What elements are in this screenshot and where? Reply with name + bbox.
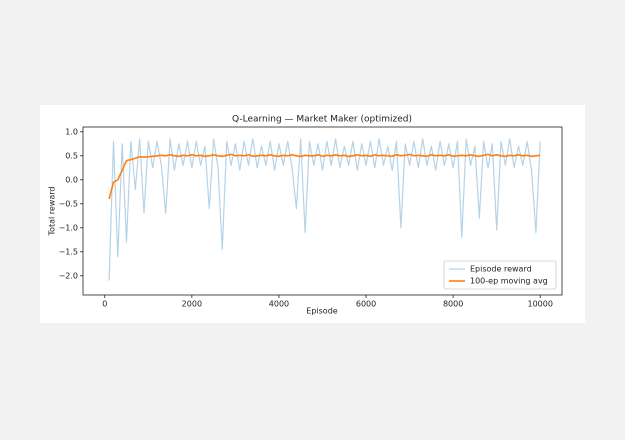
legend-box [443, 260, 557, 290]
legend-label: 100-ep moving avg [470, 277, 548, 286]
legend-label: Episode reward [470, 265, 532, 274]
x-tick-label: 2000 [182, 300, 202, 309]
chart-title: Q-Learning — Market Maker (optimized) [232, 115, 412, 125]
y-axis-label: Total reward [48, 187, 57, 237]
x-tick-label: 0 [102, 300, 107, 309]
y-tick-label: −2.0 [59, 271, 78, 280]
figure [40, 105, 585, 323]
y-tick-label: 1.0 [65, 127, 78, 136]
y-tick-label: 0.5 [65, 151, 78, 160]
y-tick-label: 0.0 [65, 175, 78, 184]
y-tick-label: −1.5 [59, 247, 78, 256]
y-tick-label: −0.5 [59, 199, 78, 208]
x-tick-label: 4000 [269, 300, 289, 309]
x-tick-label: 8000 [443, 300, 463, 309]
x-tick-label: 6000 [356, 300, 376, 309]
x-axis-label: Episode [306, 307, 337, 316]
x-tick-label: 10000 [528, 300, 553, 309]
series-line [108, 153, 541, 200]
y-tick-label: −1.0 [59, 223, 78, 232]
plot-frame [82, 126, 563, 296]
